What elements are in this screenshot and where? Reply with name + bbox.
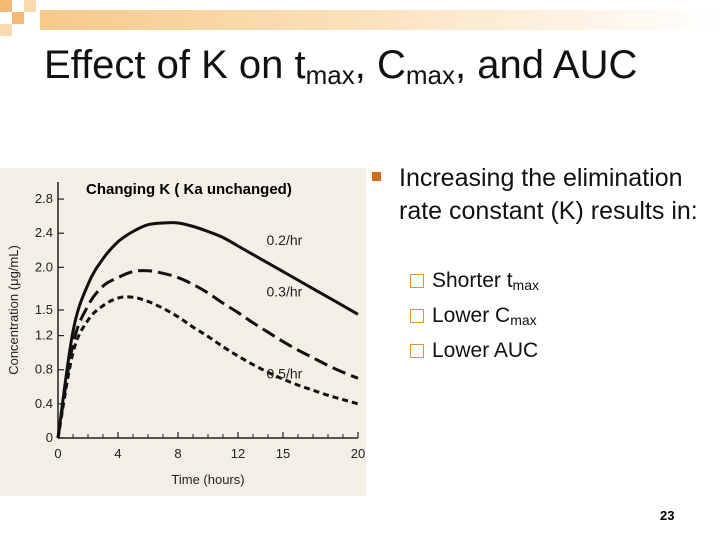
chart-title: Changing K ( Ka unchanged) — [86, 181, 292, 198]
x-axis-label: Time (hours) — [171, 472, 244, 487]
y-tick-label: 1.5 — [35, 302, 53, 317]
corner-deco-block-1 — [0, 0, 12, 12]
corner-deco-block-2 — [12, 12, 24, 24]
corner-deco-block-4 — [0, 24, 12, 36]
concentration-time-chart: 0 0.4 0.8 1.2 1.5 2.0 2.4 2.8 0 4 8 12 15 20 Time (hou… — [6, 182, 365, 487]
series-line-0-5-hr — [56, 295, 359, 439]
page-number: 23 — [660, 508, 675, 523]
header-gradient-bar — [40, 10, 720, 30]
x-tick-label: 8 — [174, 446, 181, 461]
sub-bullet-lower-cmax: Lower Cmax — [410, 301, 539, 336]
sub-bullet-shorter-tmax: Shorter tmax — [410, 266, 539, 301]
checkbox-icon — [410, 344, 424, 358]
series-label: 0.2/hr — [267, 232, 303, 248]
y-tick-label: 2.0 — [35, 259, 53, 274]
sub-bullet-list: Shorter tmax Lower Cmax Lower AUC — [410, 266, 539, 371]
y-tick-label: 0.4 — [35, 396, 53, 411]
sub-bullet-lower-auc: Lower AUC — [410, 336, 539, 371]
x-tick-label: 15 — [276, 446, 290, 461]
slide-title: Effect of K on tmax, Cmax, and AUC — [44, 43, 638, 90]
x-tick-label: 20 — [351, 446, 365, 461]
square-bullet-icon — [372, 172, 381, 181]
series-label: 0.5/hr — [267, 365, 303, 381]
main-bullet-text: Increasing the elimination rate constant… — [399, 164, 698, 225]
x-tick-label: 0 — [54, 446, 61, 461]
x-tick-label: 4 — [114, 446, 121, 461]
x-tick-label: 12 — [231, 446, 245, 461]
y-tick-label: 1.2 — [35, 328, 53, 343]
series-label: 0.3/hr — [267, 283, 303, 299]
corner-deco-block-3 — [24, 0, 36, 12]
checkbox-icon — [410, 309, 424, 323]
series-line-0-3-hr — [56, 269, 359, 439]
y-tick-label: 0.8 — [35, 362, 53, 377]
y-axis-label: Concentration (μg/mL) — [6, 245, 21, 375]
series-line-0-2-hr — [56, 221, 359, 439]
y-tick-label: 0 — [46, 430, 53, 445]
chart-panel: 0 0.4 0.8 1.2 1.5 2.0 2.4 2.8 0 4 8 12 15 20 Time (hou… — [0, 168, 366, 496]
checkbox-icon — [410, 274, 424, 288]
y-tick-label: 2.8 — [35, 191, 53, 206]
y-tick-label: 2.4 — [35, 225, 53, 240]
